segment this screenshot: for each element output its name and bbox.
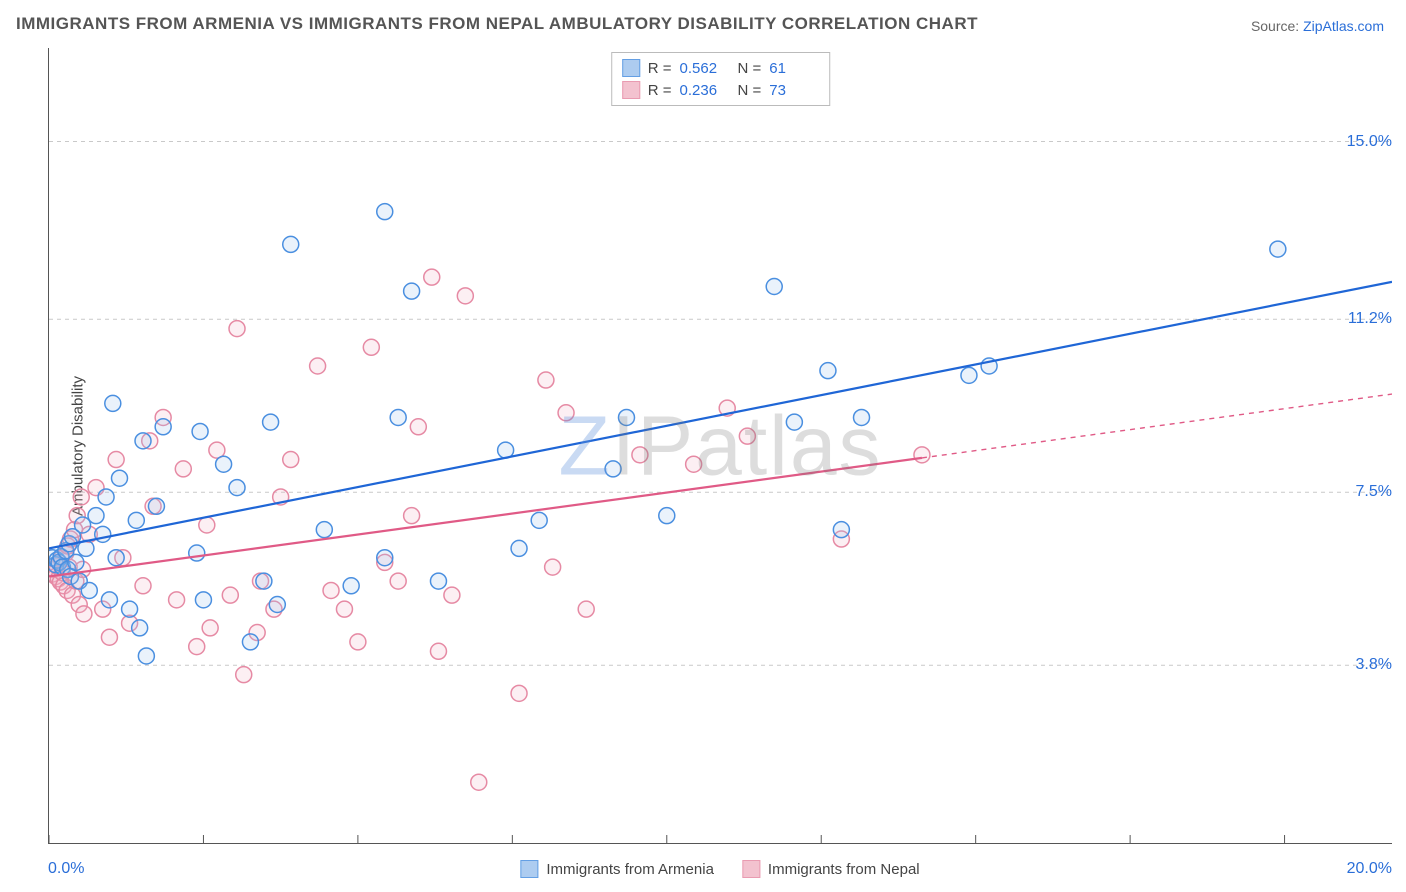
series-legend: Immigrants from Armenia Immigrants from N… xyxy=(520,860,919,878)
correlation-legend: R = 0.562 N = 61 R = 0.236 N = 73 xyxy=(611,52,831,106)
source-link[interactable]: ZipAtlas.com xyxy=(1303,18,1384,34)
source-prefix: Source: xyxy=(1251,18,1303,34)
y-tick-label: 7.5% xyxy=(1356,483,1392,501)
series-legend-label: Immigrants from Nepal xyxy=(768,861,920,878)
legend-swatch xyxy=(742,860,760,878)
legend-swatch xyxy=(622,81,640,99)
y-tick-label: 3.8% xyxy=(1356,656,1392,674)
legend-r-label: R = xyxy=(648,60,672,77)
legend-swatch xyxy=(520,860,538,878)
legend-n-label: N = xyxy=(738,60,762,77)
x-axis-row: 0.0% Immigrants from ArmeniaImmigrants f… xyxy=(48,850,1392,878)
series-legend-label: Immigrants from Armenia xyxy=(546,861,714,878)
chart-title: IMMIGRANTS FROM ARMENIA VS IMMIGRANTS FR… xyxy=(16,14,978,34)
legend-swatch xyxy=(622,59,640,77)
y-tick-label: 15.0% xyxy=(1347,133,1392,151)
legend-r-label: R = xyxy=(648,82,672,99)
legend-r-value: 0.236 xyxy=(680,82,730,99)
y-tick-label: 11.2% xyxy=(1348,310,1392,328)
correlation-legend-row: R = 0.562 N = 61 xyxy=(622,57,820,79)
series-legend-item: Immigrants from Armenia xyxy=(520,860,714,878)
correlation-legend-row: R = 0.236 N = 73 xyxy=(622,79,820,101)
series-legend-item: Immigrants from Nepal xyxy=(742,860,920,878)
chart-svg xyxy=(49,48,1392,843)
x-min-label: 0.0% xyxy=(48,860,84,878)
legend-n-value: 73 xyxy=(769,82,819,99)
legend-r-value: 0.562 xyxy=(680,60,730,77)
x-max-label: 20.0% xyxy=(1347,860,1392,878)
legend-n-label: N = xyxy=(738,82,762,99)
source-attribution: Source: ZipAtlas.com xyxy=(1251,18,1384,34)
plot-area: ZIPatlas R =0.562N =61R =0.236N =73 xyxy=(48,48,1392,844)
legend-n-value: 61 xyxy=(769,60,819,77)
